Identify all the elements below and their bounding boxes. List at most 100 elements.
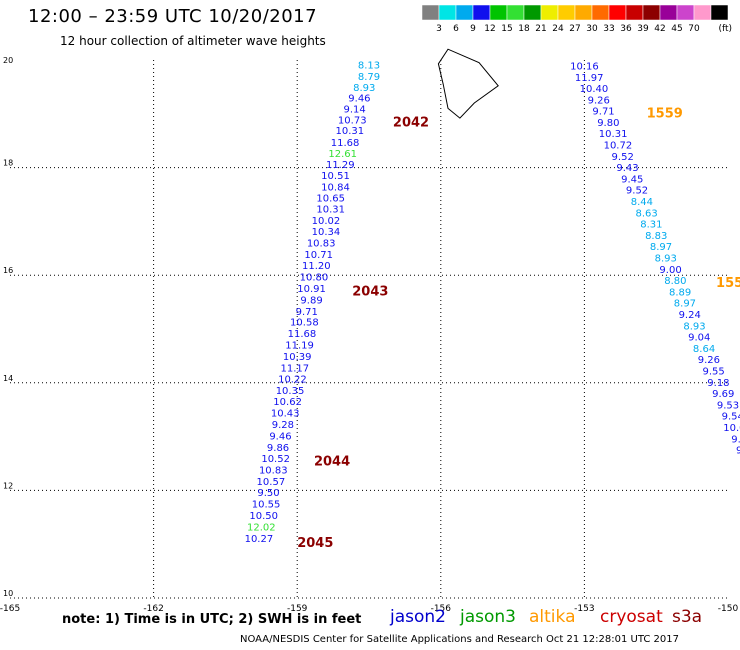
- data-point-label: 9.50: [257, 488, 279, 499]
- colorbar-tick-label: 70: [688, 24, 700, 34]
- data-point-label: 11.68: [331, 138, 360, 149]
- data-point-label: 9.45: [621, 174, 643, 185]
- data-point-label: 11.97: [575, 73, 604, 84]
- data-point-label: 8.97: [674, 299, 696, 310]
- data-point-label: 8.79: [358, 72, 380, 83]
- data-point-label: 11.19: [285, 341, 314, 352]
- data-point-label: 10.31: [336, 126, 365, 137]
- colorbar-tick-label: 9: [470, 24, 476, 34]
- colorbar-tick-label: 39: [637, 24, 649, 34]
- data-point-label: 10.55: [252, 499, 281, 510]
- data-point-label: 9.26: [698, 355, 720, 366]
- y-tick-label: 10: [3, 589, 13, 598]
- colorbar-swatch: [608, 4, 627, 21]
- data-point-label: 10.52: [261, 454, 290, 465]
- y-tick-label: 14: [3, 374, 13, 383]
- data-point-label: 8.63: [635, 208, 657, 219]
- pass-annotation: 2044: [314, 454, 350, 469]
- data-point-label: 9.00: [659, 265, 681, 276]
- colorbar-swatch: [421, 4, 440, 21]
- pass-annotation: 2043: [352, 284, 388, 299]
- data-point-label: 9.80: [597, 118, 619, 129]
- data-point-label: 11.29: [326, 160, 355, 171]
- x-tick-label: -150: [718, 604, 739, 614]
- colorbar-swatch: [710, 4, 729, 21]
- data-point-label: 9.46: [269, 432, 291, 443]
- colorbar-swatch: [472, 4, 491, 21]
- data-point-label: 10.31: [599, 129, 628, 140]
- data-point-label: 12.61: [328, 149, 357, 160]
- data-point-label: 10.91: [297, 284, 326, 295]
- x-tick-label: -165: [0, 604, 20, 614]
- colorbar-swatch: [693, 4, 712, 21]
- colorbar-swatch: [676, 4, 695, 21]
- data-point-label: 8.31: [640, 220, 662, 231]
- data-point-label: 10.27: [245, 534, 274, 545]
- data-point-label: 9.26: [588, 95, 610, 106]
- data-point-label: 10.39: [283, 352, 312, 363]
- data-point-label: 8.80: [664, 276, 686, 287]
- colorbar-tick-label: 45: [671, 24, 682, 34]
- data-point-label: 10.65: [316, 193, 345, 204]
- data-point-label: 9.71: [296, 307, 318, 318]
- data-point-label: 10.62: [273, 397, 302, 408]
- legend-jason3: jason3: [460, 607, 516, 627]
- data-point-label: 10.51: [321, 171, 350, 182]
- data-point-label: 10.57: [257, 477, 286, 488]
- colorbar-swatch: [574, 4, 593, 21]
- data-point-label: 10.58: [290, 318, 319, 329]
- colorbar-tick-label: 3: [436, 24, 442, 34]
- colorbar-swatch: [506, 4, 525, 21]
- legend-jason2: jason2: [390, 607, 446, 627]
- data-point-label: 10.16: [570, 61, 599, 72]
- colorbar-swatch: [540, 4, 559, 21]
- data-point-label: 9.43: [616, 163, 638, 174]
- chart-title: 12:00 – 23:59 UTC 10/20/2017: [28, 6, 318, 27]
- colorbar-tick-label: 24: [552, 24, 564, 34]
- data-point-label: 10.72: [604, 141, 633, 152]
- colorbar-swatch: [523, 4, 542, 21]
- data-point-label: 9.55: [703, 367, 725, 378]
- colorbar-tick-label: 27: [569, 24, 580, 34]
- data-point-label: 10.35: [276, 386, 305, 397]
- colorbar-swatch: [659, 4, 678, 21]
- data-point-label: 9.18: [707, 378, 729, 389]
- legend-s3a: s3a: [672, 607, 703, 627]
- colorbar-swatch: [625, 4, 644, 21]
- x-tick-label: -162: [143, 604, 163, 614]
- data-point-label: 9.52: [612, 152, 634, 163]
- data-point-label: 10.02: [312, 216, 341, 227]
- colorbar-tick-label: 33: [603, 24, 614, 34]
- colorbar-tick-label: 18: [518, 24, 530, 34]
- colorbar-swatch: [489, 4, 508, 21]
- data-point-label: 8.93: [655, 254, 677, 265]
- y-tick-label: 18: [3, 159, 13, 168]
- data-point-label: 8.13: [358, 60, 380, 71]
- data-point-label: 8.93: [353, 83, 375, 94]
- data-point-label: 9.52: [626, 186, 648, 197]
- data-point-label: 9.28: [272, 420, 294, 431]
- data-point-label: 10.34: [312, 227, 341, 238]
- colorbar-tick-label: 36: [620, 24, 632, 34]
- pass-annotation: 1559: [647, 107, 683, 122]
- colorbar-swatch: [591, 4, 610, 21]
- data-point-label: 10.50: [249, 511, 278, 522]
- colorbar-unit-label: (ft): [718, 24, 732, 34]
- colorbar-tick-label: 42: [654, 24, 665, 34]
- data-point-label: 10.43: [271, 408, 300, 419]
- colorbar-tick-label: 21: [535, 24, 546, 34]
- data-point-label: 12.02: [247, 523, 276, 534]
- chart-subtitle: 12 hour collection of altimeter wave hei…: [60, 34, 326, 48]
- data-point-label: 9.71: [592, 107, 614, 118]
- data-point-label: 11.68: [288, 329, 317, 340]
- pass-annotation: 2045: [297, 536, 333, 551]
- data-point-label: 9.46: [348, 94, 370, 105]
- data-point-label: 8.97: [650, 242, 672, 253]
- legend-altika: altika: [529, 607, 576, 627]
- legend-cryosat: cryosat: [600, 607, 663, 627]
- data-point-label: 8.93: [683, 321, 705, 332]
- data-point-label: 10.71: [304, 250, 333, 261]
- x-tick-label: -156: [431, 604, 452, 614]
